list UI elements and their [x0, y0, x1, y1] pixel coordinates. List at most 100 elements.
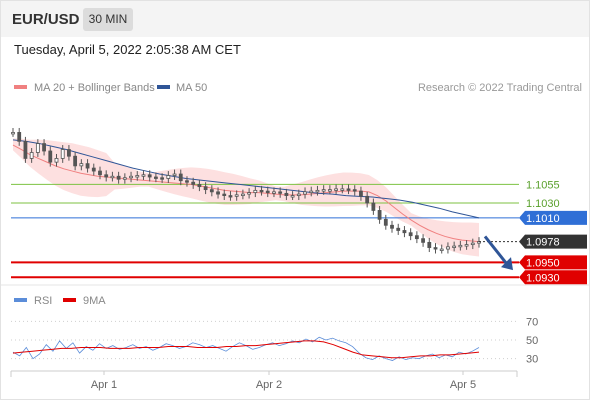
- price-panel: 1.1055 1.1030 1.1010 1.0950 1.0930 1.0978: [11, 127, 587, 285]
- price-candle-body: [446, 246, 450, 250]
- price-candle-body: [303, 191, 307, 195]
- price-candle-body: [402, 230, 407, 234]
- price-candle-body: [247, 192, 252, 195]
- datetime-label: Tuesday, April 5, 2022 2:05:38 AM CET: [14, 42, 241, 57]
- price-candle-body: [147, 174, 152, 178]
- forecast-arrow-shaft: [483, 235, 509, 266]
- price-candle-body: [98, 170, 102, 176]
- price-candle-body: [334, 188, 338, 191]
- price-candle-body: [439, 248, 444, 251]
- price-candle-body: [141, 174, 146, 177]
- price-candle-body: [396, 227, 401, 231]
- price-candle-body: [160, 177, 165, 180]
- legend-label-rsi: RSI: [34, 295, 52, 307]
- price-candle-body: [203, 186, 208, 191]
- price-candle-body: [154, 176, 158, 179]
- price-candle-body: [216, 191, 220, 195]
- price-candle-body: [352, 189, 357, 192]
- timeframe-button[interactable]: 30 MIN: [83, 8, 133, 31]
- price-candle-body: [470, 242, 475, 246]
- price-candle-body: [359, 190, 363, 197]
- price-candle-body: [197, 184, 202, 188]
- price-candle-body: [346, 188, 351, 191]
- legend-label-ma50: MA 50: [176, 82, 207, 94]
- price-candle-body: [458, 244, 463, 248]
- price-candle-body: [421, 238, 425, 243]
- price-candle-body: [414, 235, 419, 240]
- x-tick-label: Apr 2: [256, 379, 282, 391]
- price-candle-body: [23, 140, 28, 159]
- current-price-tag: [519, 234, 587, 249]
- price-candle-body: [377, 210, 382, 220]
- x-tick-label: Apr 1: [91, 379, 117, 391]
- rsi-ma-line: [12, 340, 480, 359]
- symbol-label: EUR/USD: [12, 11, 80, 28]
- price-candle-body: [178, 173, 183, 182]
- price-candle-body: [278, 191, 283, 194]
- price-candle-body: [321, 189, 326, 192]
- ma50-line: [12, 139, 480, 219]
- price-candle-body: [253, 189, 258, 194]
- level-label-1.1010: 1.1010: [526, 213, 560, 225]
- legend-label-9ma: 9MA: [83, 295, 106, 307]
- level-tag-1.0930: [519, 270, 587, 285]
- price-candle-body: [110, 175, 115, 179]
- price-candle-body: [172, 173, 177, 176]
- level-label-1.0930: 1.0930: [526, 272, 560, 284]
- price-candle-body: [122, 177, 127, 180]
- price-candle-body: [209, 189, 214, 193]
- level-label-1.1030: 1.1030: [526, 198, 560, 210]
- x-axis: Apr 1 Apr 2 Apr 5: [91, 371, 476, 391]
- price-candle-body: [116, 175, 121, 180]
- price-candle-body: [259, 189, 264, 193]
- legend-swatch-ma20: [14, 85, 27, 89]
- research-credit: Research © 2022 Trading Central: [418, 82, 582, 94]
- price-candle-body: [327, 189, 332, 192]
- ma20-line: [12, 144, 480, 243]
- price-candle-body: [67, 149, 71, 157]
- price-candle-body: [11, 132, 15, 135]
- price-candle-body: [340, 188, 345, 191]
- level-label-1.1055: 1.1055: [526, 179, 560, 191]
- price-candle-body: [383, 218, 388, 226]
- forecast-arrow-head: [501, 257, 513, 271]
- price-candle-body: [290, 195, 295, 198]
- level-tag-1.0950: [519, 255, 587, 270]
- rsi-tick-label: 50: [526, 335, 538, 347]
- price-candle-body: [234, 194, 239, 197]
- price-candle-body: [104, 174, 109, 178]
- price-candle-body: [427, 241, 432, 248]
- price-candle-body: [284, 192, 289, 196]
- price-candle-body: [222, 193, 227, 196]
- price-candle-body: [185, 180, 189, 183]
- price-candle-body: [85, 163, 90, 169]
- price-candle-body: [29, 152, 34, 159]
- price-candle-body: [73, 155, 78, 167]
- legend-swatch-ma50: [157, 85, 170, 89]
- price-candle-body: [240, 193, 245, 196]
- legend-label-ma20: MA 20 + Bollinger Bands: [34, 82, 155, 94]
- rsi-tick-label: 30: [526, 354, 538, 366]
- current-price-label: 1.0978: [526, 237, 560, 249]
- price-candle-body: [166, 175, 171, 179]
- price-candle-body: [91, 167, 96, 172]
- price-candle-body: [54, 158, 59, 163]
- level-label-1.0950: 1.0950: [526, 257, 560, 269]
- bollinger-band: [13, 138, 479, 257]
- price-candle-body: [265, 190, 270, 194]
- price-candle-body: [272, 191, 276, 194]
- rsi-panel: 70 50 30: [11, 316, 538, 366]
- price-candle-body: [309, 190, 314, 194]
- price-candle-body: [42, 143, 46, 152]
- price-candle-body: [296, 193, 301, 196]
- price-candle-body: [315, 189, 320, 193]
- price-candle-body: [365, 195, 370, 204]
- x-tick-label: Apr 5: [450, 379, 476, 391]
- level-tag-1.1010: [519, 210, 587, 225]
- price-candle-body: [390, 224, 394, 229]
- price-candle-body: [60, 149, 65, 159]
- price-candle-body: [191, 181, 196, 185]
- price-candle-body: [464, 244, 469, 247]
